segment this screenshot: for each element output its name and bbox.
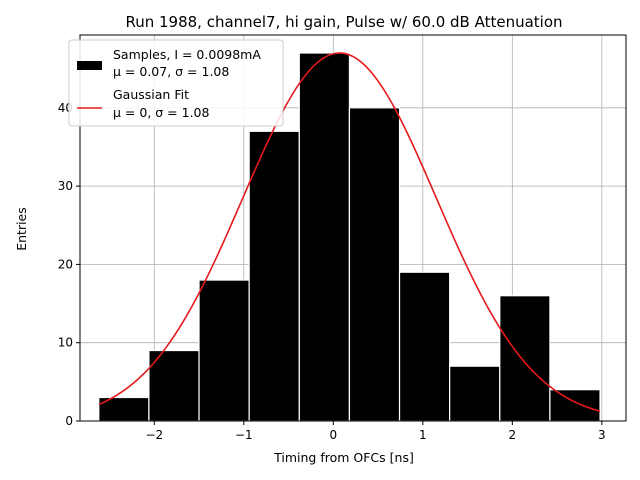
histogram-bar [449, 365, 501, 422]
chart-title: Run 1988, channel7, hi gain, Pulse w/ 60… [125, 13, 562, 31]
x-axis-label: Timing from OFCs [ns] [273, 450, 414, 465]
x-tick-label: 1 [419, 428, 427, 442]
histogram-bars [98, 52, 601, 422]
x-tick-label: 3 [598, 428, 606, 442]
legend-histogram-stats: μ = 0.07, σ = 1.08 [113, 64, 229, 79]
legend-fit-name: Gaussian Fit [113, 87, 189, 102]
histogram-bar [198, 279, 250, 422]
histogram-bar [148, 349, 200, 422]
histogram-bar [549, 389, 601, 422]
y-tick-label: 30 [58, 179, 73, 193]
legend-histogram-swatch [77, 61, 102, 70]
histogram-bar [499, 295, 551, 422]
legend-fit-stats: μ = 0, σ = 1.08 [113, 105, 209, 120]
histogram-bar [298, 52, 351, 422]
y-tick-label: 10 [58, 336, 73, 350]
x-tick-label: 0 [329, 428, 337, 442]
histogram-bar [248, 130, 300, 422]
histogram-bar [348, 107, 401, 422]
y-axis-label: Entries [14, 207, 29, 251]
x-tick-label: −1 [235, 428, 253, 442]
histogram-bar [398, 271, 451, 422]
gaussian-fit-curve [98, 52, 601, 413]
x-tick-label: 2 [509, 428, 517, 442]
legend-box [68, 39, 284, 127]
x-tick-label: −2 [145, 428, 163, 442]
plot-frame [79, 34, 627, 422]
legend: Samples, I = 0.0098mA μ = 0.07, σ = 1.08… [68, 39, 284, 127]
legend-histogram-name: Samples, I = 0.0098mA [113, 47, 261, 62]
y-tick-label: 0 [65, 414, 73, 428]
y-tick-label: 20 [58, 257, 73, 271]
